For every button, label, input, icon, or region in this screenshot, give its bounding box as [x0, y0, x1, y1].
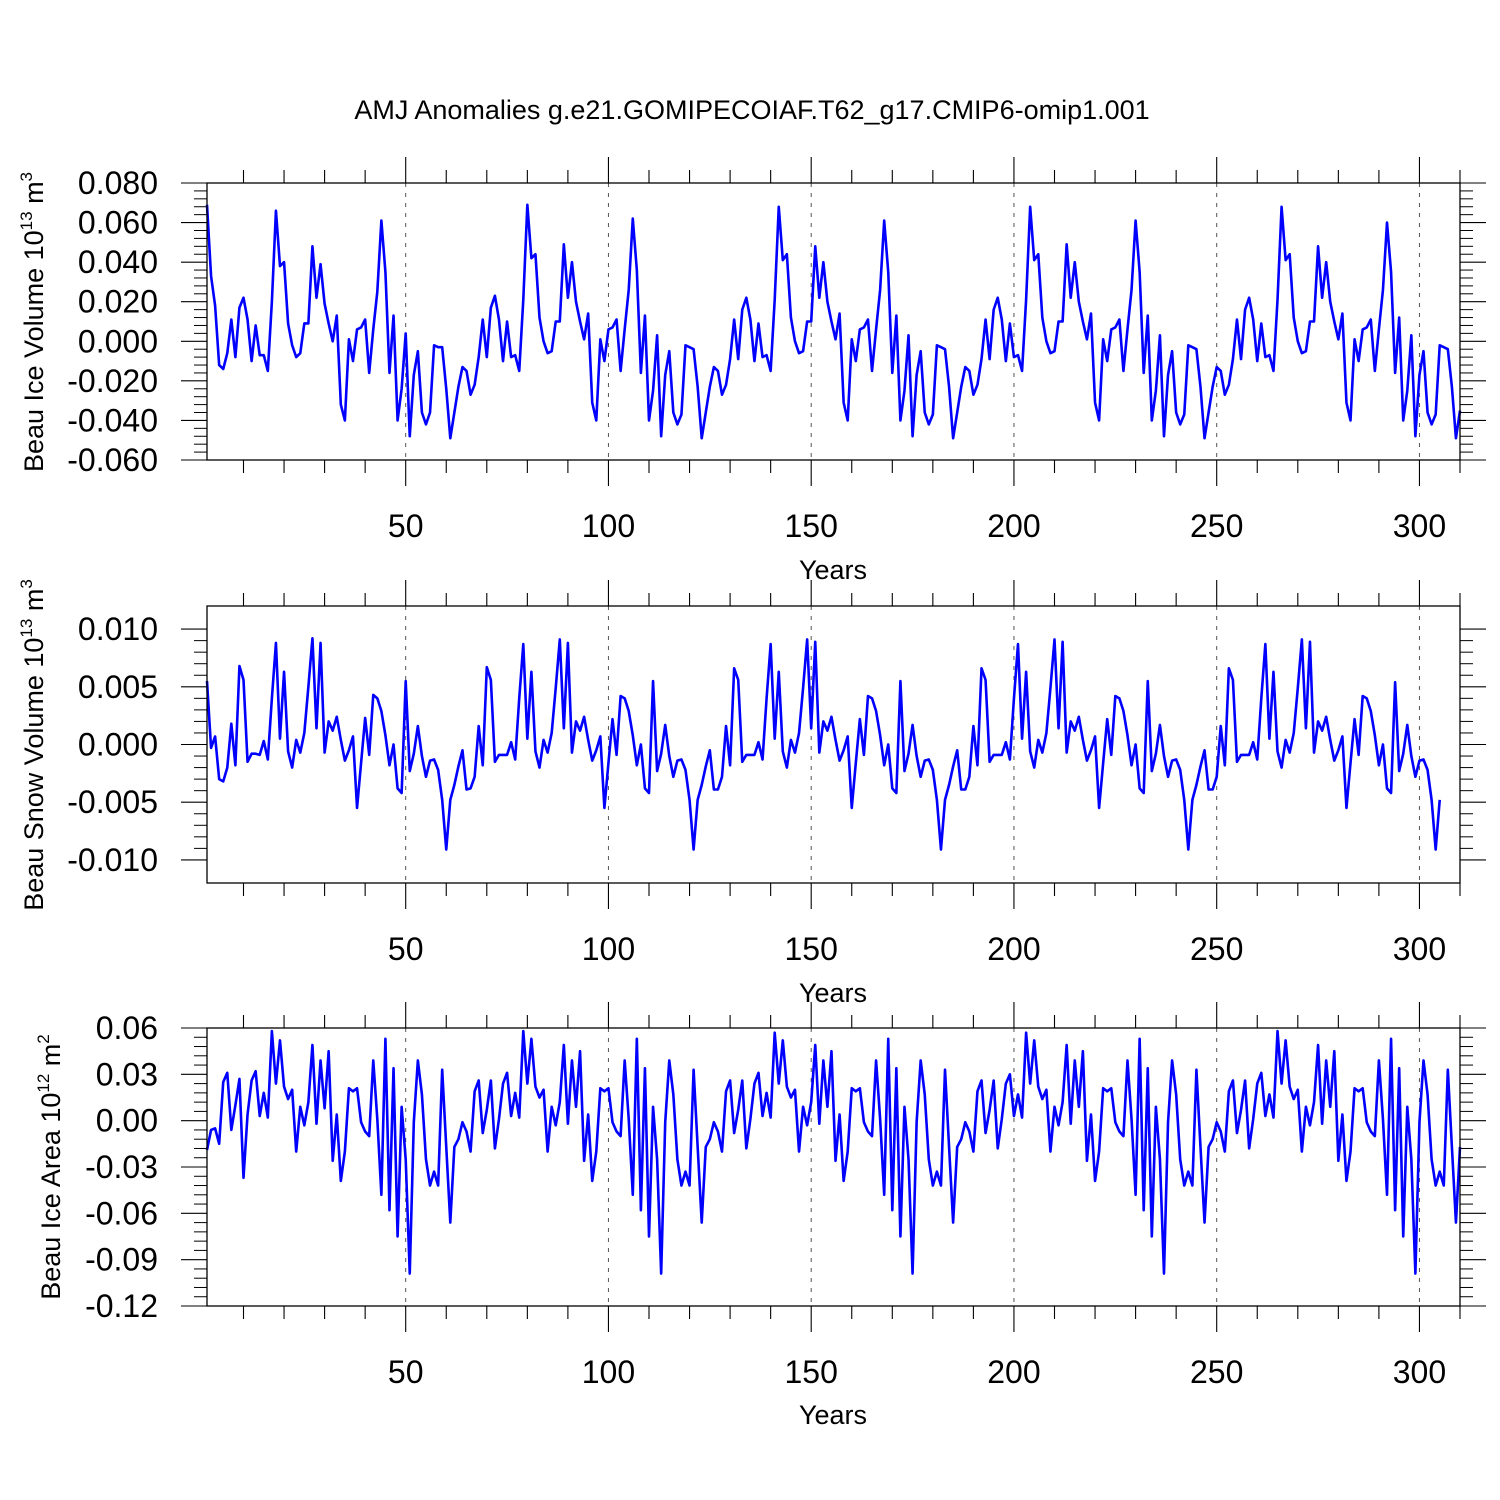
x-axis-label: Years [799, 1400, 867, 1430]
y-tick-label: 0.080 [78, 165, 158, 201]
x-tick-label: 100 [582, 508, 635, 544]
y-tick-label: 0.00 [96, 1103, 158, 1139]
y-tick-label: 0.005 [78, 669, 158, 705]
series-line [205, 1029, 1462, 1275]
x-tick-label: 250 [1190, 931, 1243, 967]
panel-ice-volume: Beau Ice Volume 1013 m3 Years 50 100 150 20… [17, 157, 1486, 585]
figure-title: AMJ Anomalies g.e21.GOMIPECOIAF.T62_g17.… [354, 95, 1149, 125]
y-axis-label: Beau Ice Area 1012 m2 [34, 1034, 66, 1300]
plot-frame [206, 605, 1461, 884]
x-axis-label: Years [799, 978, 867, 1008]
y-tick-label: -0.005 [67, 784, 158, 820]
x-tick-label: 100 [582, 1354, 635, 1390]
x-tick-label: 100 [582, 931, 635, 967]
y-tick-label: -0.09 [85, 1242, 158, 1278]
y-tick-label: -0.06 [85, 1195, 158, 1231]
x-tick-label: 50 [388, 1354, 424, 1390]
x-tick-label: 300 [1393, 931, 1446, 967]
y-tick-label: 0.03 [96, 1056, 158, 1092]
y-tick-label: 0.040 [78, 244, 158, 280]
x-tick-label: 150 [785, 508, 838, 544]
x-tick-label: 50 [388, 931, 424, 967]
x-tick-label: 250 [1190, 1354, 1243, 1390]
x-tick-label: 300 [1393, 508, 1446, 544]
y-tick-label: -0.060 [67, 442, 158, 478]
y-axis-label: Beau Ice Volume 1013 m3 [17, 172, 49, 472]
y-tick-label: 0.000 [78, 323, 158, 359]
series-line [205, 637, 1442, 851]
x-tick-label: 250 [1190, 508, 1243, 544]
y-tick-label: 0.06 [96, 1010, 158, 1046]
y-tick-label: 0.060 [78, 205, 158, 241]
y-tick-label: -0.020 [67, 363, 158, 399]
plot-frame [206, 182, 1461, 461]
y-tick-label: -0.040 [67, 402, 158, 438]
y-tick-label: 0.000 [78, 727, 158, 763]
series-line [205, 203, 1462, 440]
x-tick-label: 300 [1393, 1354, 1446, 1390]
x-tick-label: 200 [987, 508, 1040, 544]
y-tick-label: -0.03 [85, 1149, 158, 1185]
panel-snow-volume: Beau Snow Volume 1013 m3 Years 50 100 150 2… [17, 579, 1486, 1008]
y-tick-label: 0.010 [78, 611, 158, 647]
y-tick-label: 0.020 [78, 284, 158, 320]
x-tick-label: 50 [388, 508, 424, 544]
x-tick-label: 200 [987, 1354, 1040, 1390]
x-axis-label: Years [799, 555, 867, 585]
y-axis-label: Beau Snow Volume 1013 m3 [17, 579, 49, 911]
y-tick-label: -0.010 [67, 842, 158, 878]
x-tick-label: 150 [785, 1354, 838, 1390]
x-tick-label: 200 [987, 931, 1040, 967]
y-tick-label: -0.12 [85, 1288, 158, 1324]
panel-ice-area: Beau Ice Area 1012 m2 Years 50 100 150 200 2… [34, 1002, 1486, 1430]
x-tick-label: 150 [785, 931, 838, 967]
